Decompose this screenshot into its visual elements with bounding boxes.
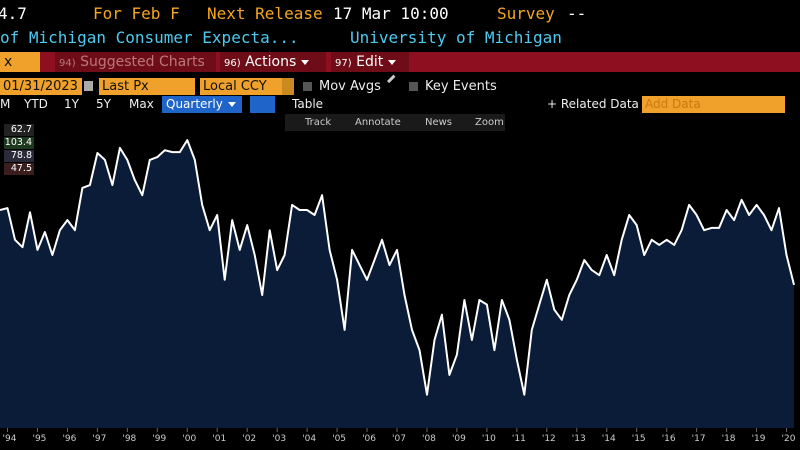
range-button[interactable]: Max xyxy=(129,97,154,111)
x-tick-label: '18 xyxy=(722,434,736,444)
currency-input[interactable]: Local CCY xyxy=(200,78,282,95)
x-tick-label: '10 xyxy=(482,434,496,444)
x-tick-label: '15 xyxy=(632,434,646,444)
related-data-button[interactable]: + Related Data xyxy=(547,97,639,111)
range-button[interactable]: M xyxy=(0,97,11,111)
x-tick-label: '12 xyxy=(542,434,556,444)
x-tick-label: '02 xyxy=(242,434,256,444)
range-button[interactable]: 5Y xyxy=(96,97,111,111)
menu-label: Suggested Charts xyxy=(80,54,205,70)
x-tick-label: '19 xyxy=(752,434,766,444)
x-tick-label: '00 xyxy=(182,434,196,444)
x-tick-label: '94 xyxy=(3,434,17,444)
mov-avgs-label: Mov Avgs xyxy=(319,79,381,94)
x-tick-label: '05 xyxy=(332,434,346,444)
survey-value: -- xyxy=(567,4,587,23)
x-tick-label: '97 xyxy=(92,434,106,444)
area xyxy=(0,140,795,428)
stat-high: 103.4 xyxy=(4,137,34,149)
currency-dropdown[interactable] xyxy=(282,78,294,95)
x-tick-label: '13 xyxy=(572,434,586,444)
menu-number: 96) xyxy=(224,58,241,69)
chart-view-button[interactable] xyxy=(250,96,275,113)
survey-label: Survey xyxy=(497,4,555,23)
range-button[interactable]: YTD xyxy=(24,97,48,111)
edit-menu[interactable]: 97) Edit xyxy=(331,52,409,72)
tool-button[interactable]: Annotate xyxy=(355,117,401,128)
tool-button[interactable]: News xyxy=(425,117,453,128)
x-tick-label: '95 xyxy=(32,434,46,444)
menu-label: Edit xyxy=(356,54,384,70)
x-tick-label: '03 xyxy=(272,434,286,444)
x-tick-label: '11 xyxy=(512,434,526,444)
x-tick-label: '96 xyxy=(62,434,76,444)
line xyxy=(0,139,795,396)
checkbox[interactable] xyxy=(409,82,418,91)
plot xyxy=(0,139,795,428)
checkbox[interactable] xyxy=(303,82,312,91)
range-button[interactable]: 1Y xyxy=(64,97,79,111)
x-tick-label: '06 xyxy=(362,434,376,444)
stat-last: 62.7 xyxy=(4,124,34,136)
x-tick-label: '17 xyxy=(692,434,706,444)
tool-button[interactable]: Track xyxy=(305,117,332,128)
ticker-input[interactable]: x xyxy=(0,52,40,72)
actions-menu[interactable]: 96) Actions xyxy=(220,52,326,72)
menu-label: Actions xyxy=(245,54,297,70)
last-value: 4.7 xyxy=(0,4,27,23)
tool-button[interactable]: Zoom xyxy=(475,117,504,128)
x-tick-label: '07 xyxy=(392,434,406,444)
next-release: 17 Mar 10:00 xyxy=(333,4,449,23)
period-label: For Feb F xyxy=(93,4,180,23)
table-button[interactable]: Table xyxy=(292,97,324,111)
menu-number: 97) xyxy=(335,58,352,69)
date-input[interactable]: 01/31/2023 xyxy=(0,78,82,95)
stat-average: 78.8 xyxy=(4,150,34,162)
frequency-label: Quarterly xyxy=(166,97,223,111)
next-release-label: Next Release xyxy=(207,4,323,23)
x-tick-label: '01 xyxy=(212,434,226,444)
suggested-charts[interactable]: 94) Suggested Charts xyxy=(55,52,216,72)
x-tick-label: '09 xyxy=(452,434,466,444)
field-input[interactable]: Last Px xyxy=(99,78,195,95)
x-tick-label: '14 xyxy=(602,434,616,444)
security-name: of Michigan Consumer Expecta... xyxy=(0,28,299,47)
stat-low: 47.5 xyxy=(4,163,34,175)
pencil-icon[interactable] xyxy=(387,74,396,84)
key-events-label: Key Events xyxy=(425,79,497,94)
source-name: University of Michigan xyxy=(350,28,562,47)
calendar-icon[interactable] xyxy=(84,81,93,91)
x-tick-label: '99 xyxy=(152,434,166,444)
add-data-input[interactable]: Add Data xyxy=(642,96,785,113)
x-tick-label: '16 xyxy=(662,434,676,444)
x-tick-label: '04 xyxy=(302,434,316,444)
x-tick-label: '08 xyxy=(422,434,436,444)
x-tick-label: '20 xyxy=(782,434,796,444)
menu-number: 94) xyxy=(59,58,76,69)
x-tick-label: '98 xyxy=(122,434,136,444)
toolbar xyxy=(285,114,505,131)
frequency-dropdown[interactable]: Quarterly xyxy=(162,96,242,113)
